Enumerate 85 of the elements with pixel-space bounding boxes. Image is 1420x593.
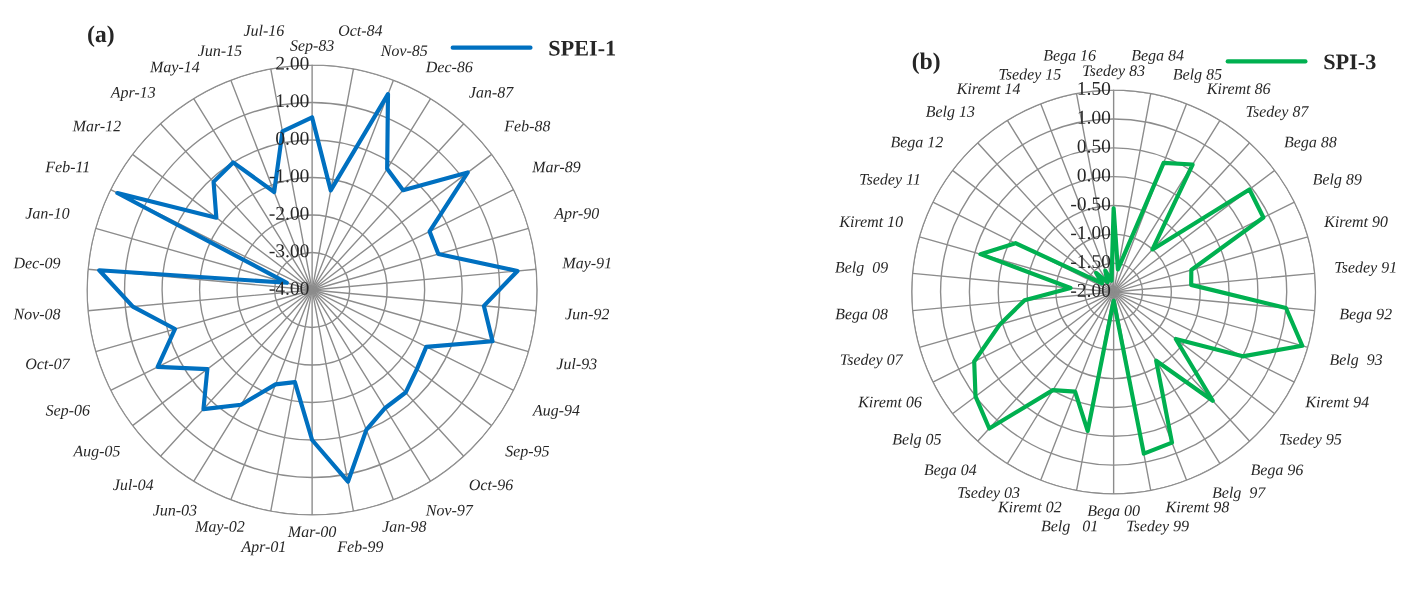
spoke-label: Kiremt 94 (1305, 396, 1369, 408)
spoke-label: Jun-15 (198, 45, 242, 57)
spoke-label: Belg 89 (1312, 173, 1362, 188)
spoke-label: Kiremt 10 (839, 216, 903, 228)
spoke-label: Jul-04 (113, 478, 154, 491)
spoke-label: Jun-03 (152, 504, 197, 516)
spoke-label: Apr-13 (109, 86, 156, 101)
y-tick-label: 1.00 (1078, 110, 1111, 124)
spoke-label: Tsedey 95 (1280, 433, 1342, 448)
spoke-label: Bega 84 (1131, 49, 1184, 64)
spoke-label: Jan-98 (382, 521, 427, 532)
spoke-label: Belg 97 (1212, 486, 1266, 502)
chart-title: (a) (88, 25, 114, 47)
spoke-label: Bega 92 (1339, 308, 1392, 323)
spoke-label: Sep-06 (45, 404, 90, 419)
y-tick-label: -1.00 (1071, 226, 1111, 240)
legend-label: SPI-3 (1324, 54, 1376, 70)
spoke-label: Oct-96 (469, 479, 514, 491)
spoke-label: Tsedey 15 (999, 68, 1061, 83)
spoke-label: Jan-10 (25, 207, 70, 219)
spoke-label: Bega 96 (1250, 464, 1304, 479)
spoke-label: Belg 01 (1041, 520, 1097, 535)
spoke-label: Belg 09 (835, 261, 888, 276)
spoke-label: Jul-93 (556, 358, 597, 370)
spoke-label: May-14 (149, 61, 200, 76)
y-tick-label: -2.00 (1071, 283, 1111, 297)
spoke-label: Bega 00 (1087, 505, 1140, 520)
spoke-label: Kiremt 86 (1206, 83, 1271, 95)
spoke-label: Kiremt 14 (956, 83, 1021, 95)
spoke-label: Bega 08 (835, 308, 888, 323)
spoke-label: Belg 85 (1172, 68, 1222, 83)
spoke-label: Mar-89 (532, 161, 581, 173)
spoke-label: Bega 04 (924, 464, 977, 479)
spoke-label: Jan-87 (469, 86, 514, 98)
spoke-label: Tsedey 99 (1127, 520, 1189, 535)
spoke-label: Aug-05 (72, 445, 120, 460)
y-tick-label: -2.00 (269, 206, 309, 220)
y-tick-label: 0.00 (1077, 168, 1111, 182)
y-tick-label: 1.00 (277, 94, 309, 108)
spoke-label: Aug-94 (532, 404, 580, 419)
spoke-label: Apr-90 (553, 207, 600, 222)
spoke-label: Dec-09 (13, 257, 61, 269)
spoke-label: Jul-16 (243, 24, 285, 36)
y-tick-label: -1.50 (1071, 254, 1111, 269)
spoke-label: Tsedey 87 (1246, 105, 1309, 121)
spoke-label: Kiremt 90 (1323, 216, 1388, 228)
legend-label: SPEI-1 (549, 40, 616, 56)
spoke-label: Sep-95 (505, 445, 550, 460)
spoke-label: Kiremt 06 (857, 396, 922, 408)
spoke-label: Bega 16 (1043, 49, 1096, 64)
spoke-label: Belg 93 (1329, 353, 1383, 369)
spoke-label: Tsedey 83 (1083, 64, 1145, 80)
spoke-label: Kiremt 02 (997, 501, 1062, 513)
spoke-label: Jun-92 (565, 308, 610, 320)
spoke-label: Feb-11 (45, 161, 89, 173)
spoke-label: Bega 12 (890, 136, 943, 151)
y-tick-label: 1.50 (1078, 81, 1111, 96)
spoke-label: Mar-12 (72, 120, 121, 132)
spoke-label: Sep-83 (290, 40, 334, 55)
spoke-label: Dec-86 (425, 61, 473, 73)
spoke-label: Nov-85 (380, 45, 428, 57)
spoke-label: Mar-00 (287, 526, 337, 538)
y-tick-label: 2.00 (276, 56, 309, 70)
y-tick-label: -4.00 (269, 281, 309, 295)
spoke-label: Belg 13 (925, 105, 975, 121)
y-tick-label: 0.50 (1077, 139, 1111, 153)
spoke-label: Nov-08 (13, 308, 61, 320)
spoke-label: Tsedey 07 (840, 353, 904, 369)
y-tick-label: -0.50 (1071, 197, 1111, 211)
spoke-label: May-02 (194, 521, 245, 536)
spoke-label: Feb-99 (337, 540, 384, 553)
spoke-label: Feb-88 (504, 120, 551, 132)
spoke-label: Kiremt 98 (1165, 501, 1230, 513)
spoke-label: Nov-97 (425, 504, 474, 516)
spoke-label: Oct-07 (26, 358, 71, 370)
spoke-label: Tsedey 91 (1335, 261, 1396, 276)
spoke-label: Tsedey 03 (958, 486, 1020, 502)
spoke-label: Tsedey 11 (860, 173, 920, 188)
y-tick-label: -3.00 (269, 244, 309, 258)
spoke-label: Bega 88 (1284, 136, 1337, 151)
spoke-label: Belg 05 (892, 433, 942, 448)
spoke-label: Apr-01 (240, 541, 285, 556)
spoke-label: Oct-84 (338, 25, 383, 36)
chart-title: (b) (912, 52, 940, 74)
spoke-label: May-91 (562, 257, 611, 272)
